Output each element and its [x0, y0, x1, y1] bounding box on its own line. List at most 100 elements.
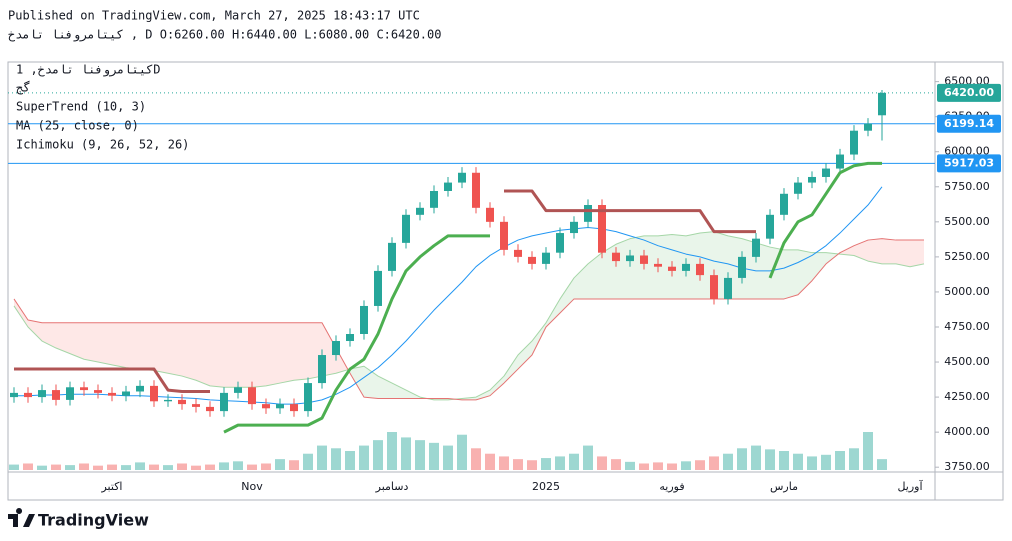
y-tick-label: 5250.00	[944, 250, 990, 263]
legend-exchange: گج	[16, 81, 30, 95]
x-tick-label: دسامبر	[375, 480, 409, 493]
x-tick-label: مارس	[770, 480, 798, 493]
volume-bar	[149, 464, 159, 470]
candle-body	[290, 404, 298, 412]
volume-bar	[429, 442, 439, 470]
volume-bar	[625, 461, 635, 470]
volume-bar	[569, 453, 579, 470]
candle-body	[780, 193, 788, 215]
volume-bar	[471, 448, 481, 470]
volume-bar	[121, 465, 131, 470]
volume-bar	[37, 465, 47, 470]
cloud-segment	[588, 252, 602, 299]
volume-bar	[765, 449, 775, 470]
cloud-segment	[112, 322, 126, 368]
volume-bar	[667, 463, 677, 470]
candle-body	[850, 130, 858, 155]
volume-bar	[485, 453, 495, 470]
candle-body	[374, 270, 382, 306]
cloud-segment	[784, 249, 798, 299]
candle-body	[458, 172, 466, 183]
x-tick-label: آوریل	[897, 479, 923, 493]
candle-body	[766, 214, 774, 239]
cloud-segment	[686, 233, 700, 299]
y-tick-label: 4750.00	[944, 320, 990, 333]
candle-body	[136, 385, 144, 392]
y-tick-label: 3750.00	[944, 460, 990, 473]
candle-body	[626, 255, 634, 262]
candle-body	[514, 249, 522, 257]
candle-body	[206, 406, 214, 412]
candle-body	[696, 263, 704, 276]
candle-body	[472, 172, 480, 208]
candle-body	[276, 404, 284, 409]
volume-bar	[219, 462, 229, 470]
candle-body	[584, 205, 592, 222]
volume-bar	[541, 458, 551, 470]
candle-body	[66, 387, 74, 400]
volume-bar	[639, 463, 649, 470]
volume-bar	[849, 448, 859, 470]
cloud-segment	[224, 322, 238, 388]
cloud-segment	[28, 319, 42, 342]
price-badge-label: 6199.14	[944, 117, 994, 130]
ma-line	[14, 186, 883, 405]
volume-bar	[695, 460, 705, 470]
volume-bar	[737, 448, 747, 470]
candle-body	[430, 190, 438, 208]
candle-body	[486, 207, 494, 222]
candle-body	[122, 391, 130, 396]
volume-bar	[387, 432, 397, 470]
candle-body	[836, 154, 844, 169]
cloud-segment	[574, 263, 588, 299]
candle-body	[738, 256, 746, 278]
candle-body	[878, 92, 886, 116]
candle-body	[24, 392, 32, 398]
y-tick-label: 4500.00	[944, 355, 990, 368]
cloud-segment	[770, 247, 784, 299]
cloud-segment	[182, 322, 196, 381]
volume-bar	[751, 445, 761, 470]
y-tick-label: 4250.00	[944, 390, 990, 403]
cloud-segment	[56, 322, 70, 354]
candle-body	[402, 214, 410, 243]
candle-body	[598, 205, 606, 253]
x-tick-label: Nov	[241, 480, 263, 493]
candle-body	[150, 385, 158, 402]
cloud-segment	[504, 355, 518, 384]
candle-body	[318, 355, 326, 384]
cloud-segment	[546, 298, 560, 327]
cloud-segment	[910, 240, 924, 267]
volume-bar	[233, 461, 243, 470]
cloud-segment	[238, 322, 252, 388]
cloud-segment	[560, 277, 574, 313]
candle-body	[724, 277, 732, 299]
volume-bar	[653, 462, 663, 470]
candle-body	[710, 275, 718, 299]
volume-bar	[135, 462, 145, 470]
legend-supertrend: SuperTrend (10, 3)	[16, 100, 146, 114]
ichimoku-span-a	[13, 231, 925, 401]
footer-brand: TradingView	[38, 511, 149, 530]
candle-body	[556, 233, 564, 253]
candle-body	[640, 255, 648, 264]
volume-bar	[807, 456, 817, 470]
cloud-segment	[210, 322, 224, 388]
volume-bar	[79, 463, 89, 470]
cloud-segment	[252, 322, 266, 388]
volume-bar	[373, 440, 383, 470]
volume-bar	[107, 464, 117, 470]
candle-body	[10, 392, 18, 398]
cloud-segment	[364, 366, 378, 399]
candle-body	[52, 390, 60, 400]
supertrend-up	[223, 161, 882, 434]
volume-bar	[163, 465, 173, 470]
x-tick-label: 2025	[532, 480, 560, 493]
chart-frame	[7, 61, 1004, 501]
cloud-segment	[70, 322, 84, 360]
logo-icon	[8, 508, 35, 527]
x-tick-label: فوریه	[659, 480, 684, 493]
candle-body	[178, 399, 186, 405]
cloud-segment	[196, 322, 210, 386]
